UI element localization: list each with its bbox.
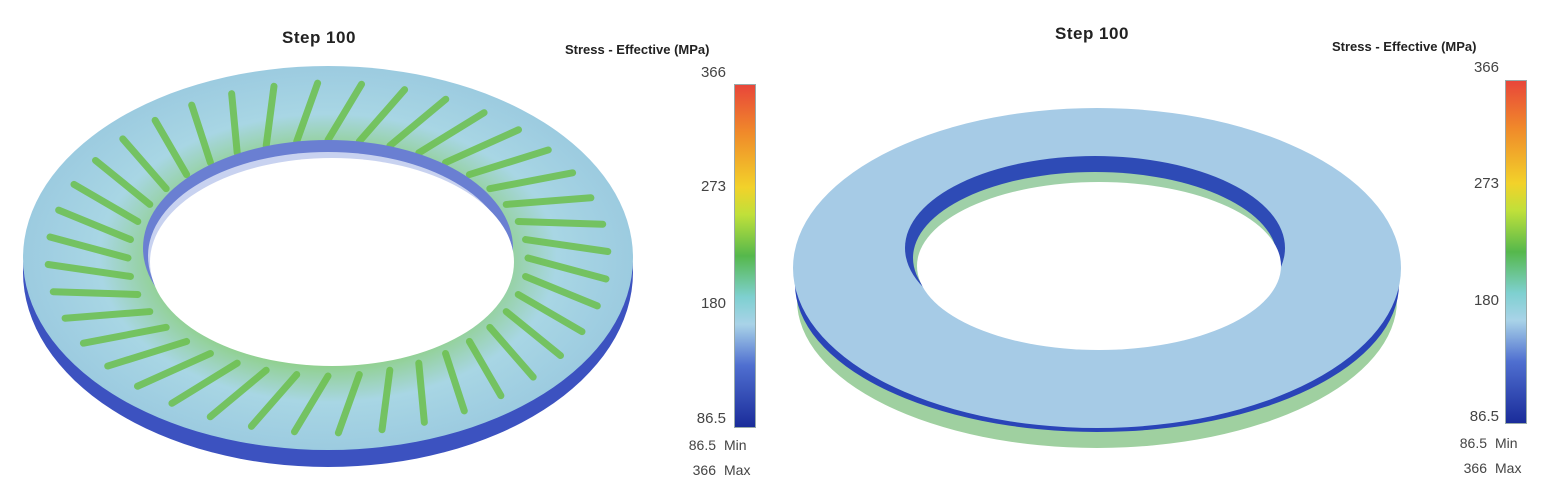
- tooth-stress-band: [522, 236, 612, 256]
- scale-tick-min: 86.5: [696, 410, 726, 427]
- tooth-stress-band: [442, 349, 468, 415]
- max-readout: 366 Max: [672, 462, 751, 478]
- max-label: Max: [1495, 460, 1522, 476]
- stress-color-scale: [1505, 80, 1527, 424]
- min-label: Min: [724, 437, 747, 453]
- stress-color-scale: [734, 84, 756, 428]
- tooth-stress-band: [247, 371, 301, 430]
- min-label: Min: [1495, 435, 1518, 451]
- scale-tick-180: 180: [1473, 292, 1499, 309]
- scale-tick-min: 86.5: [1469, 408, 1499, 425]
- legend-title: Stress - Effective (MPa): [565, 42, 710, 57]
- tooth-stress-band: [465, 146, 552, 179]
- min-value: 86.5: [688, 437, 716, 453]
- tooth-stress-band: [334, 371, 363, 437]
- tooth-stress-band: [290, 372, 332, 436]
- step-label: Step 100: [282, 28, 356, 47]
- tooth-stress-band: [386, 95, 450, 150]
- tooth-stress-band: [49, 288, 142, 298]
- tooth-stress-band: [61, 308, 154, 322]
- max-value: 366: [692, 462, 716, 478]
- min-readout: 86.5 Min: [672, 437, 747, 453]
- tooth-stress-band: [486, 169, 577, 193]
- tooth-stress-band: [465, 337, 505, 400]
- tooth-stress-band: [293, 79, 322, 145]
- tooth-stress-band: [502, 194, 595, 208]
- tooth-stress-band: [486, 323, 537, 381]
- tooth-stress-band: [70, 180, 142, 226]
- tooth-stress-band: [502, 308, 564, 360]
- tooth-stress-band: [168, 359, 241, 407]
- tooth-stress-band: [206, 366, 270, 421]
- tooth-stress-band: [44, 260, 134, 280]
- max-readout: 366 Max: [1443, 460, 1522, 476]
- tooth-stress-band: [188, 101, 214, 167]
- tooth-stress-band: [324, 80, 366, 144]
- toothed-ring-model-render: [23, 66, 633, 467]
- tooth-stress-band: [228, 90, 241, 157]
- min-readout: 86.5 Min: [1443, 435, 1518, 451]
- tooth-stress-band: [514, 290, 586, 336]
- tooth-stress-band: [355, 86, 409, 145]
- right-simulation-panel: Step 100 Stress - Effective (MPa) 366 27…: [775, 0, 1549, 497]
- tooth-stress-band: [415, 359, 428, 426]
- tooth-stress-band: [524, 254, 610, 283]
- scale-tick-273: 273: [1473, 175, 1499, 192]
- tooth-stress-band: [442, 126, 523, 167]
- step-label: Step 100: [1055, 24, 1129, 43]
- tooth-stress-band: [522, 272, 601, 310]
- tooth-stress-band: [92, 156, 154, 208]
- legend-title: Stress - Effective (MPa): [1332, 39, 1477, 54]
- max-label: Max: [724, 462, 751, 478]
- tooth-stress-band: [514, 218, 607, 228]
- flat-ring-model-render: [793, 108, 1401, 448]
- scale-tick-max: 366: [1473, 59, 1499, 76]
- tooth-stress-band: [79, 323, 170, 347]
- left-simulation-panel: Step 100 Stress - Effective (MPa) 366 27…: [23, 28, 756, 478]
- tooth-stress-band: [151, 116, 191, 179]
- tooth-stress-band: [133, 349, 214, 390]
- tooth-stress-band: [46, 233, 132, 262]
- min-value: 86.5: [1459, 435, 1487, 451]
- tooth-stress-band: [378, 366, 394, 434]
- scale-tick-273: 273: [700, 178, 726, 195]
- max-value: 366: [1463, 460, 1487, 476]
- tooth-stress-band: [262, 82, 278, 150]
- tooth-stress-band: [415, 109, 488, 157]
- tooth-stress-band: [119, 135, 170, 193]
- scale-tick-180: 180: [700, 295, 726, 312]
- scale-tick-max: 366: [700, 64, 726, 81]
- tooth-stress-band: [55, 206, 134, 244]
- tooth-stress-band: [104, 337, 191, 370]
